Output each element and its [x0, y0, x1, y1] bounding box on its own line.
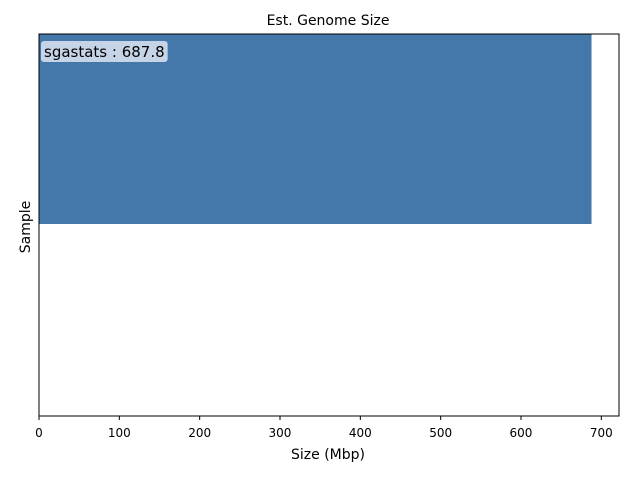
- bar-data-label-box: [41, 41, 168, 62]
- x-axis-label: Size (Mbp): [291, 447, 365, 463]
- chart-title: Est. Genome Size: [267, 13, 390, 29]
- bar-data-label: sgastats : 687.8: [41, 41, 168, 62]
- axes-frame: [38, 33, 620, 417]
- x-tick-label: 300: [269, 426, 292, 440]
- x-axis-ticks: 0 100 200 300 400 500 600 700: [35, 416, 613, 440]
- bar-data-label-text: sgastats : 687.8: [44, 43, 165, 61]
- x-tick-label: 400: [349, 426, 372, 440]
- x-tick-label: 700: [590, 426, 613, 440]
- y-axis-label: Sample: [18, 201, 34, 254]
- x-tick-label: 100: [108, 426, 131, 440]
- plot-area: sgastats : 687.8: [39, 34, 592, 224]
- x-tick-label: 500: [429, 426, 452, 440]
- x-tick-label: 200: [188, 426, 211, 440]
- x-tick-label: 0: [35, 426, 43, 440]
- x-tick-label: 600: [510, 426, 533, 440]
- bar-sgastats: [39, 34, 592, 224]
